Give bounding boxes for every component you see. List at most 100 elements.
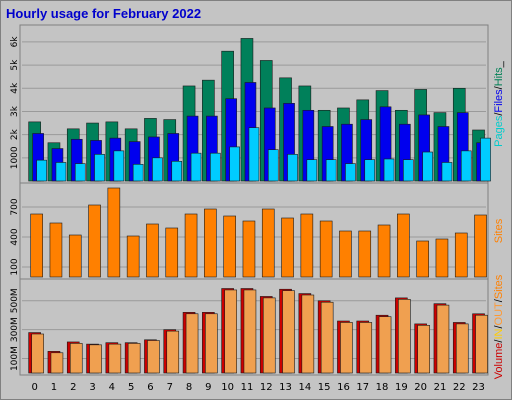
right-label-part: IN — [493, 328, 505, 339]
bar-sites-18 — [377, 224, 391, 278]
bar-sites-3 — [88, 204, 101, 278]
x-tick-label: 17 — [356, 382, 369, 393]
bar-sites-6 — [146, 223, 159, 278]
x-tick-label: 3 — [89, 382, 95, 393]
bar-sites-21 — [435, 238, 449, 278]
bar-pages-13 — [287, 154, 298, 182]
x-tick-label: 2 — [70, 382, 76, 393]
y-tick-label-top: 4k — [10, 82, 20, 94]
x-tick-label: 18 — [376, 382, 389, 393]
right-label-part: / — [493, 298, 505, 302]
bar-out-6 — [147, 340, 160, 374]
x-tick-label: 1 — [51, 382, 57, 393]
bar-sites-7 — [165, 227, 179, 278]
bar-out-23 — [475, 314, 488, 374]
bar-out-13 — [282, 290, 295, 374]
y-tick-label-top: 2k — [10, 128, 20, 140]
x-tick-label: 12 — [260, 382, 273, 393]
right-axis-label-top: Pages/Files/Hits_ — [493, 60, 505, 147]
bar-out-12 — [262, 297, 276, 374]
right-label-part: Sites — [493, 218, 505, 243]
bar-sites-17 — [358, 230, 372, 278]
bar-pages-15 — [325, 159, 337, 182]
panel-top: 1000 2k 3k 4k 5k 6k — [10, 36, 491, 182]
right-label-part: / — [493, 112, 505, 116]
right-axis-label-bottom: Volume/IN/OUT/Sites — [493, 274, 505, 379]
right-label-part: / — [493, 325, 505, 329]
bar-out-0 — [31, 333, 44, 374]
bar-pages-1 — [55, 162, 67, 182]
bar-pages-16 — [345, 163, 356, 182]
right-label-part: Volume — [493, 343, 505, 380]
bar-out-16 — [340, 322, 353, 374]
x-tick-label: 8 — [186, 382, 192, 393]
right-label-part: / — [493, 85, 505, 89]
x-tick-label: 0 — [31, 382, 37, 393]
bar-pages-2 — [74, 163, 86, 182]
x-tick-label: 19 — [395, 382, 408, 393]
bar-out-15 — [320, 301, 334, 374]
y-tick-label-top: 6k — [10, 36, 20, 48]
bar-out-14 — [301, 294, 315, 374]
bar-pages-10 — [229, 146, 240, 182]
x-tick-label: 5 — [128, 382, 134, 393]
x-axis-labels: 0 1 2 3 4 5 6 7 8 9 10 11 12 13 14 15 16 17 18 19 20 21 22 23 — [31, 382, 484, 393]
bar-out-9 — [205, 313, 218, 374]
bar-pages-11 — [248, 127, 260, 182]
x-tick-label: 13 — [279, 382, 292, 393]
bar-out-20 — [417, 325, 430, 374]
x-tick-label: 10 — [221, 382, 234, 393]
y-tick-label-top: 1000 — [10, 146, 20, 169]
bar-sites-20 — [416, 240, 429, 278]
bar-sites-14 — [300, 213, 314, 278]
bar-out-11 — [243, 289, 257, 374]
bar-sites-13 — [281, 217, 294, 278]
x-tick-label: 23 — [472, 382, 485, 393]
bar-out-21 — [436, 304, 450, 374]
bar-out-22 — [455, 323, 469, 374]
bar-pages-9 — [210, 152, 221, 182]
right-label-part: Sites — [493, 274, 505, 299]
right-labels: Pages/Files/Hits_SitesVolume/IN/OUT/Site… — [493, 60, 505, 379]
x-tick-label: 11 — [241, 382, 254, 393]
bar-sites-4 — [107, 187, 121, 278]
y-tick-label-bottom: 100M — [10, 346, 20, 371]
bar-out-7 — [166, 330, 180, 374]
y-tick-label-top: 3k — [10, 105, 20, 117]
bar-sites-19 — [397, 213, 410, 278]
bar-sites-0 — [30, 213, 43, 278]
bar-sites-23 — [474, 214, 487, 278]
bar-out-10 — [224, 289, 237, 374]
bar-out-5 — [127, 343, 141, 374]
x-tick-label: 16 — [337, 382, 350, 393]
bar-sites-5 — [126, 235, 140, 278]
bar-pages-21 — [441, 162, 453, 182]
bar-sites-10 — [223, 215, 236, 278]
x-tick-label: 6 — [147, 382, 153, 393]
bar-out-2 — [69, 343, 83, 374]
right-axis-label-middle: Sites — [493, 218, 505, 243]
x-tick-label: 7 — [167, 382, 173, 393]
bar-sites-8 — [184, 213, 198, 278]
chart-title: Hourly usage for February 2022 — [6, 6, 202, 21]
x-tick-label: 4 — [109, 382, 115, 393]
x-tick-label: 21 — [434, 382, 447, 393]
bar-pages-14 — [306, 159, 318, 182]
bar-out-18 — [378, 316, 392, 374]
right-label-part: Pages — [493, 115, 505, 147]
right-label-part: / — [493, 339, 505, 343]
bar-pages-18 — [383, 158, 395, 182]
bar-sites-1 — [49, 222, 63, 278]
x-tick-label: 9 — [205, 382, 211, 393]
bar-pages-0 — [36, 159, 47, 182]
right-label-part: Hits — [493, 67, 505, 86]
bar-pages-8 — [190, 152, 202, 182]
bar-pages-7 — [171, 160, 183, 182]
bar-sites-2 — [68, 234, 82, 278]
bar-sites-16 — [339, 230, 352, 278]
bar-pages-4 — [113, 150, 125, 182]
y-tick-label-bottom: 500M — [10, 288, 20, 313]
bar-sites-9 — [204, 208, 217, 278]
y-tick-label-middle: 100 — [10, 258, 20, 275]
